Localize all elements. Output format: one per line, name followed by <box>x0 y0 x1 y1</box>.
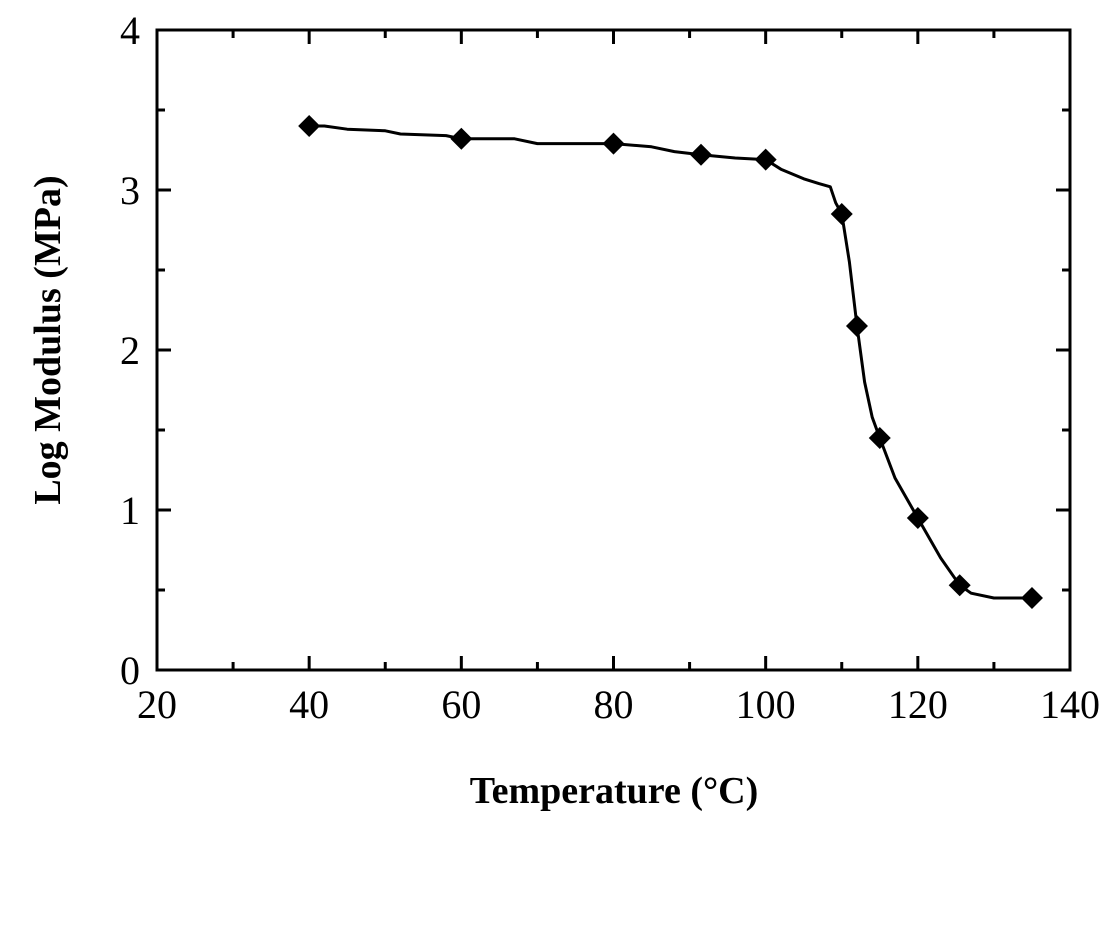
y-tick-labels: 0 1 2 3 4 <box>120 8 140 693</box>
x-tick-label: 140 <box>1040 682 1100 727</box>
x-tick-label: 20 <box>137 682 177 727</box>
x-tick-labels: 20 40 60 80 100 120 140 <box>137 682 1100 727</box>
series-line <box>309 124 1032 600</box>
x-tick-label: 120 <box>888 682 948 727</box>
data-point-marker <box>845 315 868 337</box>
data-point-marker <box>754 148 777 171</box>
data-point-marker <box>1020 587 1043 609</box>
y-axis-title: Log Modulus (MPa) <box>27 175 69 504</box>
x-tick-label: 100 <box>736 682 796 727</box>
x-tick-label: 40 <box>289 682 329 727</box>
data-point-marker <box>948 574 971 597</box>
data-point-marker <box>868 427 891 449</box>
data-point-marker <box>602 132 625 155</box>
data-point-marker <box>689 143 712 166</box>
x-tick-label: 60 <box>441 682 481 727</box>
x-axis-title: Temperature (°C) <box>470 770 759 812</box>
plot-frame <box>155 28 1072 672</box>
y-tick-label: 1 <box>120 488 140 533</box>
data-point-marker <box>450 127 473 150</box>
data-point-marker <box>298 115 321 137</box>
y-tick-label: 4 <box>120 8 140 53</box>
axis-ticks <box>155 28 1072 672</box>
y-tick-label: 0 <box>120 648 140 693</box>
data-point-marker <box>830 203 853 225</box>
data-point-marker <box>906 507 929 529</box>
y-tick-label: 3 <box>120 168 140 213</box>
y-tick-label: 2 <box>120 328 140 373</box>
x-tick-label: 80 <box>594 682 634 727</box>
data-markers <box>298 115 1043 609</box>
